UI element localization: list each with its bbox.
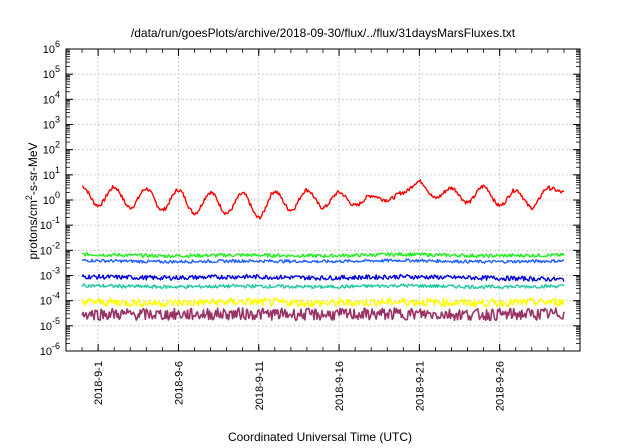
series-group (81, 178, 565, 322)
series-line-red (82, 178, 565, 220)
x-tick-label: 2018-9-26 (495, 361, 507, 411)
y-axis-label-sup: 2 (24, 195, 34, 200)
x-axis: 2018-9-1 2018-9-6 2018-9-11 2018-9-16 2018-9… (65, 49, 581, 411)
y-tick-label: 102 (43, 140, 60, 157)
y-tick-label: 10-4 (40, 291, 60, 308)
series-line-navy (81, 273, 565, 282)
y-tick-label: 100 (43, 190, 60, 207)
y-axis: 10-6 10-5 10-4 10-3 10-2 10-1 100 101 102 103 104 1… (40, 39, 580, 358)
y-axis-label: protons/cm2-s-sr-MeV (24, 142, 40, 259)
x-axis-label: Coordinated Universal Time (UTC) (228, 430, 412, 444)
series-line-purple (81, 307, 565, 322)
y-tick-label: 104 (43, 89, 60, 106)
y-tick-label: 106 (43, 39, 60, 56)
series-line-blue (81, 258, 564, 264)
y-tick-label: 10-5 (40, 316, 60, 333)
series-line-yellow (81, 297, 565, 308)
y-tick-label: 10-3 (40, 266, 60, 283)
series-line-teal (81, 283, 565, 290)
y-axis-label-pre: protons/cm (26, 200, 40, 259)
y-tick-label: 105 (43, 64, 60, 81)
x-tick-label: 2018-9-21 (414, 361, 426, 411)
y-tick-label: 10-1 (40, 215, 60, 232)
y-tick-label: 10-2 (40, 240, 60, 257)
y-axis-label-post: -s-sr-MeV (26, 142, 40, 195)
x-tick-label: 2018-9-1 (93, 361, 105, 405)
chart-title: /data/run/goesPlots/archive/2018-09-30/f… (131, 26, 516, 40)
x-tick-label: 2018-9-11 (254, 361, 266, 410)
y-tick-label: 103 (43, 115, 60, 132)
y-tick-label: 10-6 (40, 341, 60, 358)
series-line-green (81, 251, 565, 259)
x-tick-label: 2018-9-6 (173, 361, 185, 405)
y-tick-label: 101 (43, 165, 60, 182)
x-tick-label: 2018-9-16 (334, 361, 346, 411)
